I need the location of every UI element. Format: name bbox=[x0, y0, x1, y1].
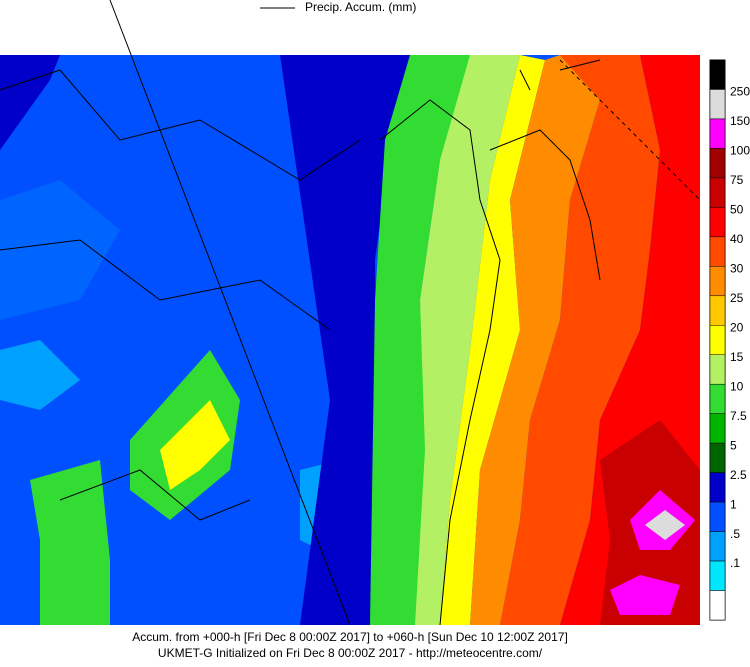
map bbox=[0, 0, 701, 626]
colorbar-label: 20 bbox=[730, 320, 744, 334]
colorbar-label: 25 bbox=[730, 291, 744, 305]
colorbar-swatch bbox=[709, 207, 726, 238]
colorbar-label: 250 bbox=[730, 85, 750, 99]
colorbar-swatch bbox=[709, 89, 726, 120]
colorbar-label: 30 bbox=[730, 261, 744, 275]
map-outline bbox=[0, 0, 601, 626]
footer-line: Accum. from +000-h [Fri Dec 8 00:00Z 201… bbox=[132, 630, 568, 644]
colorbar-label: 1 bbox=[730, 497, 737, 511]
colorbar-swatch bbox=[709, 590, 726, 621]
map-region bbox=[610, 575, 680, 615]
colorbar-label: 15 bbox=[730, 350, 744, 364]
colorbar-swatch bbox=[709, 442, 726, 473]
colorbar-swatch bbox=[709, 148, 726, 179]
colorbar-swatch bbox=[709, 295, 726, 326]
colorbar-swatch bbox=[709, 177, 726, 208]
map-region bbox=[30, 460, 110, 625]
colorbar-label: 150 bbox=[730, 114, 750, 128]
map-region bbox=[160, 400, 230, 490]
colorbar-swatch bbox=[709, 59, 726, 90]
colorbar-label: 75 bbox=[730, 173, 744, 187]
footer-line: UKMET-G Initialized on Fri Dec 8 00:00Z … bbox=[158, 646, 543, 660]
colorbar-swatch bbox=[709, 236, 726, 267]
colorbar-label: 5 bbox=[730, 438, 737, 452]
colorbar-swatch bbox=[709, 383, 726, 414]
colorbar-label: 100 bbox=[730, 144, 750, 158]
colorbar-label: .1 bbox=[730, 556, 740, 570]
colorbar-swatch bbox=[709, 354, 726, 385]
colorbar-label: 2.5 bbox=[730, 468, 747, 482]
map-region bbox=[0, 340, 80, 410]
colorbar-swatch bbox=[709, 472, 726, 503]
legend-label: Precip. Accum. (mm) bbox=[305, 0, 416, 14]
map-region bbox=[370, 55, 480, 625]
colorbar-label: 10 bbox=[730, 379, 744, 393]
colorbar-swatch bbox=[709, 325, 726, 355]
colorbar-label: 50 bbox=[730, 203, 744, 217]
colorbar-swatch bbox=[709, 118, 726, 149]
map-region bbox=[280, 55, 420, 625]
map-region bbox=[440, 55, 545, 625]
map-region bbox=[0, 180, 120, 320]
colorbar-swatch bbox=[709, 531, 726, 562]
map-boundary bbox=[559, 59, 701, 201]
colorbar-swatch bbox=[709, 413, 726, 444]
colorbar-swatch bbox=[709, 560, 726, 591]
map-region bbox=[500, 55, 660, 625]
colorbar-swatch bbox=[709, 501, 726, 532]
map-region bbox=[470, 55, 600, 625]
map-region bbox=[415, 55, 520, 625]
colorbar-label: .5 bbox=[730, 527, 740, 541]
colorbar-label: 40 bbox=[730, 232, 744, 246]
map-region bbox=[645, 510, 685, 540]
map-region bbox=[0, 55, 60, 150]
colorbar-label: 7.5 bbox=[730, 409, 747, 423]
colorbar-swatch bbox=[709, 266, 726, 297]
